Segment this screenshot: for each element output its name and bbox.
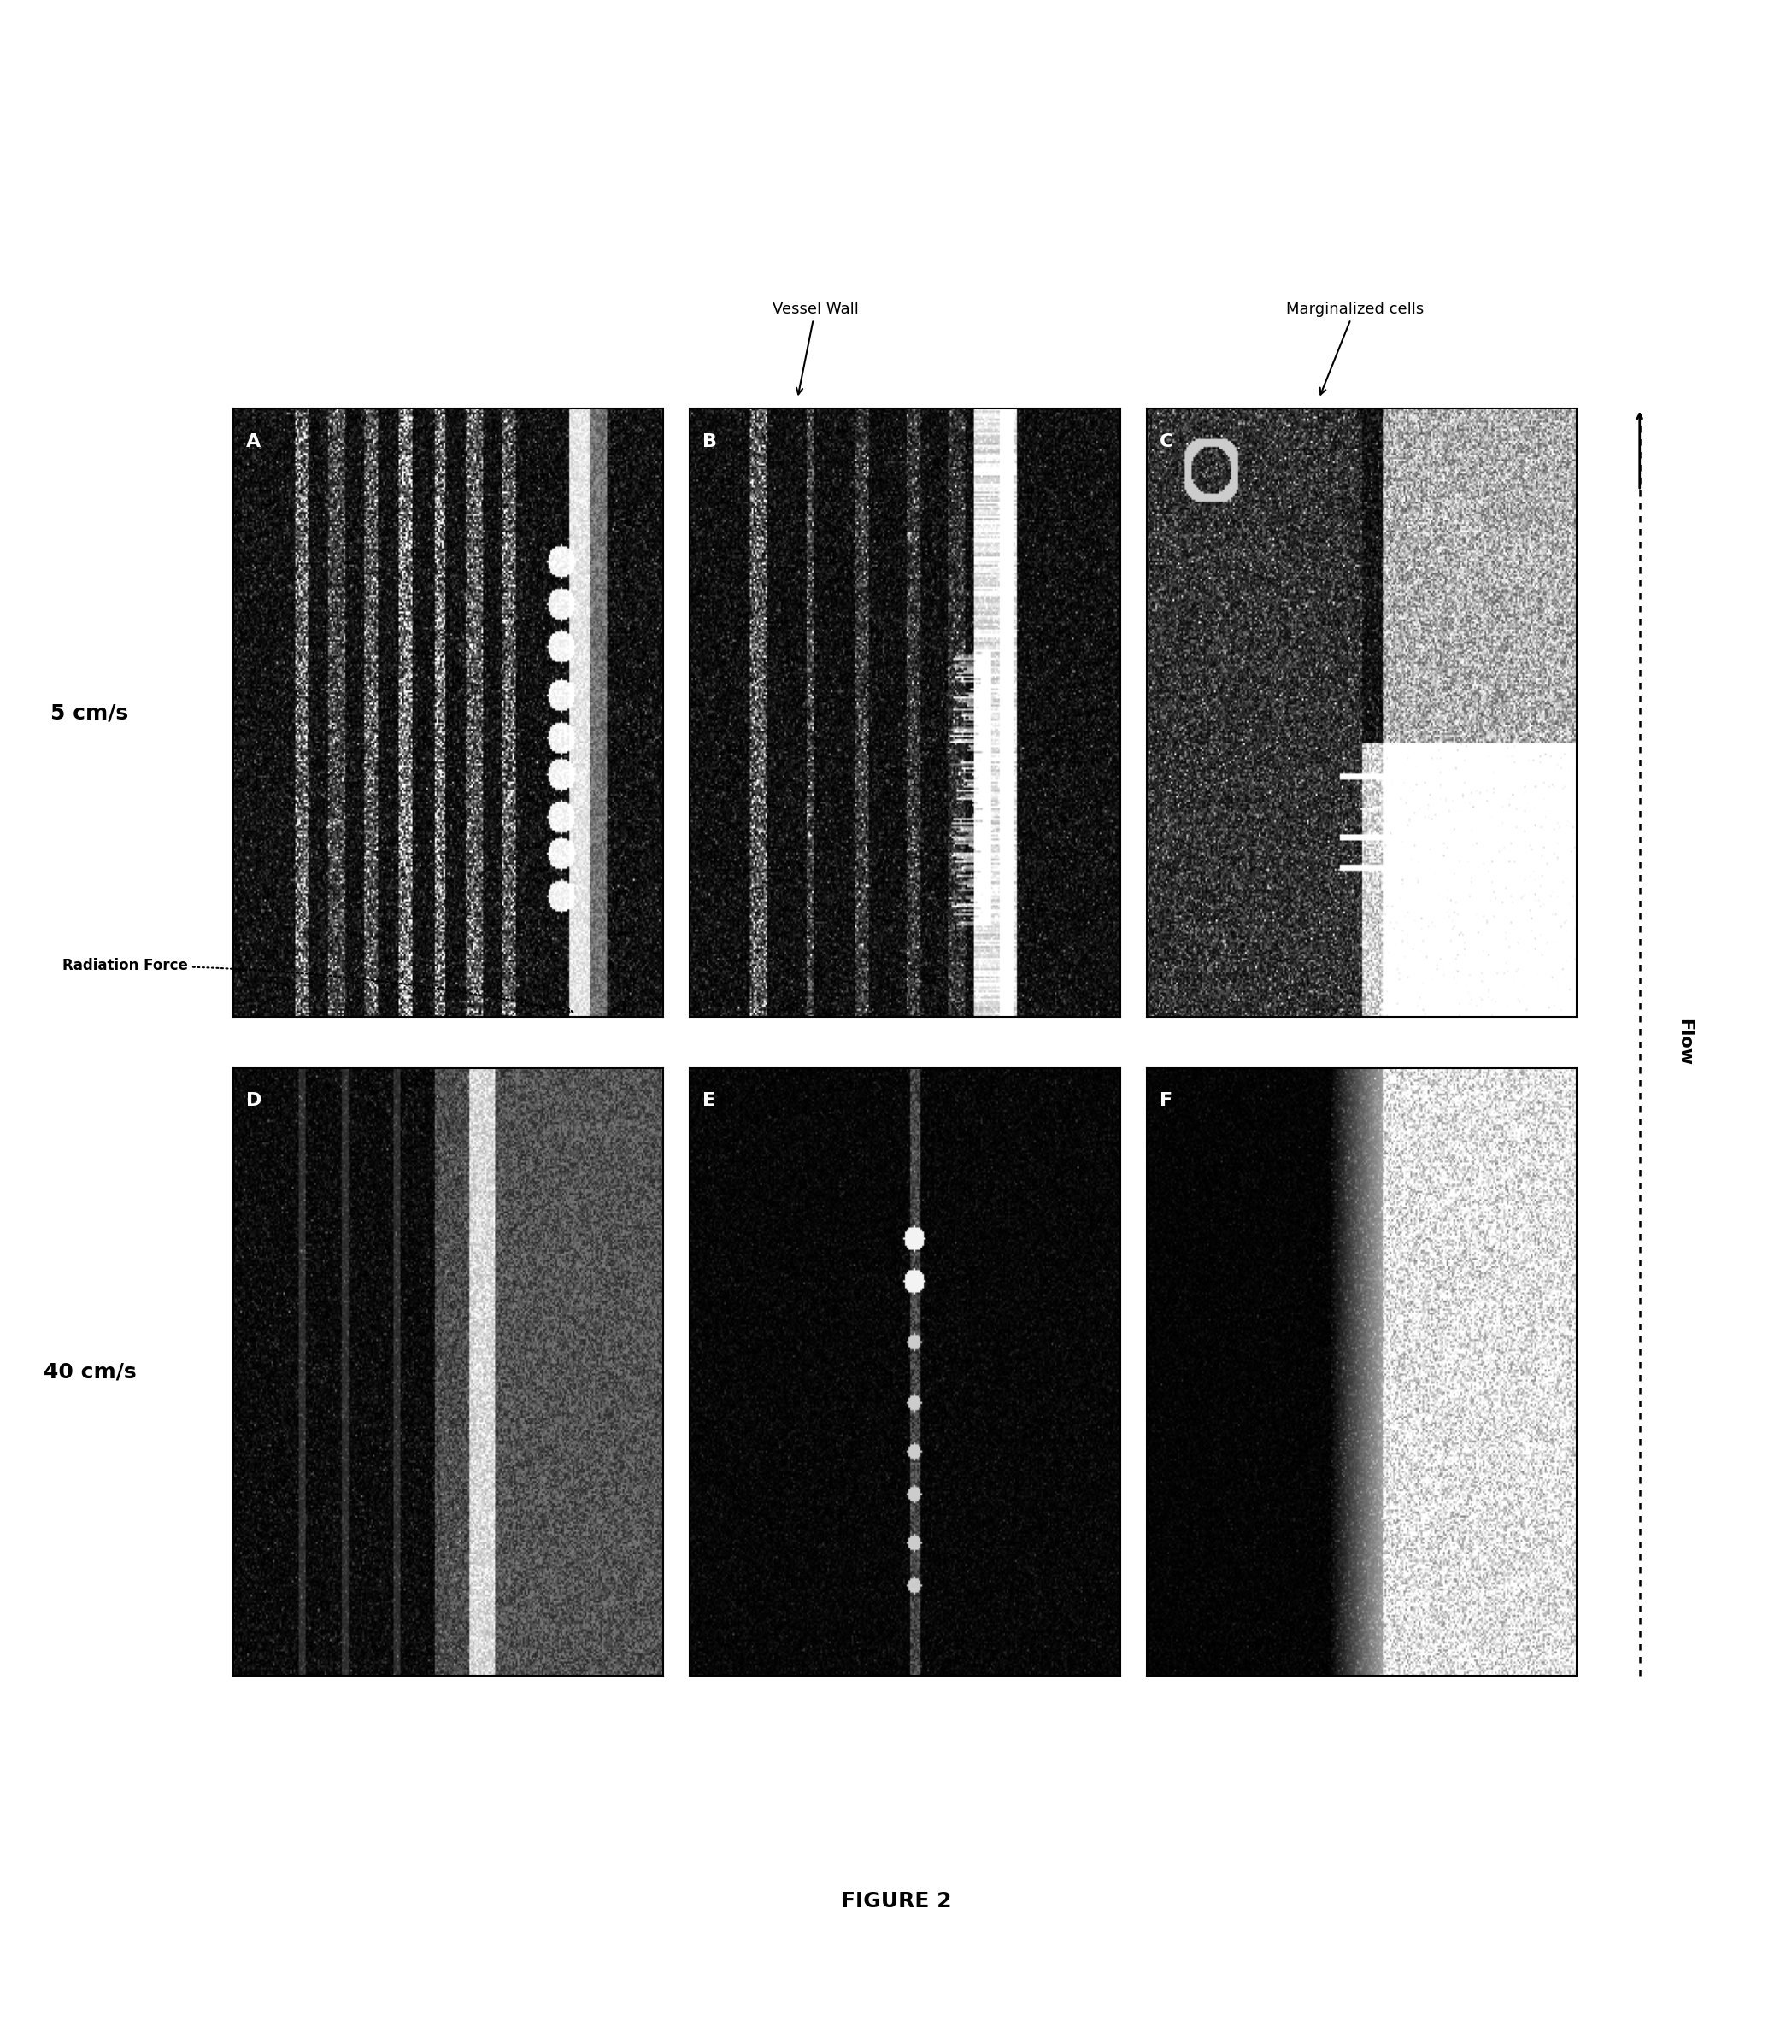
Text: 40 cm/s: 40 cm/s: [43, 1361, 136, 1382]
Text: D: D: [246, 1091, 262, 1110]
Text: B: B: [702, 433, 717, 450]
Text: FIGURE 2: FIGURE 2: [840, 1891, 952, 1911]
Text: 5 cm/s: 5 cm/s: [50, 703, 129, 724]
Text: Radiation Force: Radiation Force: [63, 959, 573, 1014]
Text: Vessel Wall: Vessel Wall: [772, 300, 858, 394]
Text: Marginalized cells: Marginalized cells: [1287, 300, 1423, 394]
Text: Flow: Flow: [1676, 1020, 1693, 1065]
Text: F: F: [1159, 1091, 1172, 1110]
Text: E: E: [702, 1091, 715, 1110]
Text: C: C: [1159, 433, 1174, 450]
Text: A: A: [246, 433, 260, 450]
